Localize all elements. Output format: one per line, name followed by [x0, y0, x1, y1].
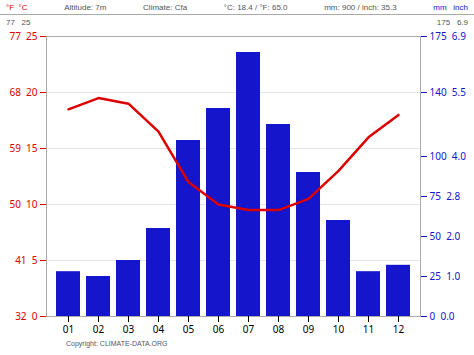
svg-text:59 15: 59 15 — [9, 141, 37, 155]
svg-text:77 25: 77 25 — [9, 29, 37, 43]
html-text:175 6.9: 175 6.9 — [436, 18, 468, 27]
svg-text:04: 04 — [153, 322, 165, 336]
svg-text:0 0.0: 0 0.0 — [430, 309, 455, 323]
html-text:Altitude: 7m: Altitude: 7m — [64, 3, 107, 12]
html-text:77 25: 77 25 — [6, 18, 31, 27]
svg-text:50 10: 50 10 — [9, 197, 37, 211]
svg-text:175 6.9: 175 6.9 — [430, 29, 467, 43]
svg-text:75 2.8: 75 2.8 — [430, 189, 461, 203]
html-text:Climate: Cfa: Climate: Cfa — [143, 3, 188, 12]
svg-text:12: 12 — [393, 322, 405, 336]
svg-text:02: 02 — [93, 322, 105, 336]
svg-text:68 20: 68 20 — [9, 85, 37, 99]
html-text:mm: 900 / inch: 35.3: mm: 900 / inch: 35.3 — [324, 3, 397, 12]
svg-text:08: 08 — [273, 322, 285, 336]
svg-text:25 1.0: 25 1.0 — [430, 269, 461, 283]
svg-text:140 5.5: 140 5.5 — [430, 85, 467, 99]
svg-text:100 4.0: 100 4.0 — [430, 149, 467, 163]
svg-text:32 0: 32 0 — [15, 309, 38, 323]
svg-text:41 5: 41 5 — [15, 253, 38, 267]
svg-text:06: 06 — [213, 322, 225, 336]
svg-text:10: 10 — [333, 322, 345, 336]
svg-text:50 2.0: 50 2.0 — [430, 229, 461, 243]
svg-text:05: 05 — [183, 322, 195, 336]
svg-text:03: 03 — [123, 322, 135, 336]
svg-text:07: 07 — [243, 322, 255, 336]
html-text:°C: 18.4 / °F: 65.0: °C: 18.4 / °F: 65.0 — [223, 3, 288, 12]
html-text:Copyright: CLIMATE-DATA.ORG: Copyright: CLIMATE-DATA.ORG — [66, 340, 168, 347]
svg-text:01: 01 — [63, 322, 74, 336]
svg-text:11: 11 — [363, 322, 374, 336]
html-text:mm inch: mm inch — [433, 3, 468, 12]
html-text:°F °C: °F °C — [6, 3, 28, 12]
svg-text:09: 09 — [303, 322, 315, 336]
